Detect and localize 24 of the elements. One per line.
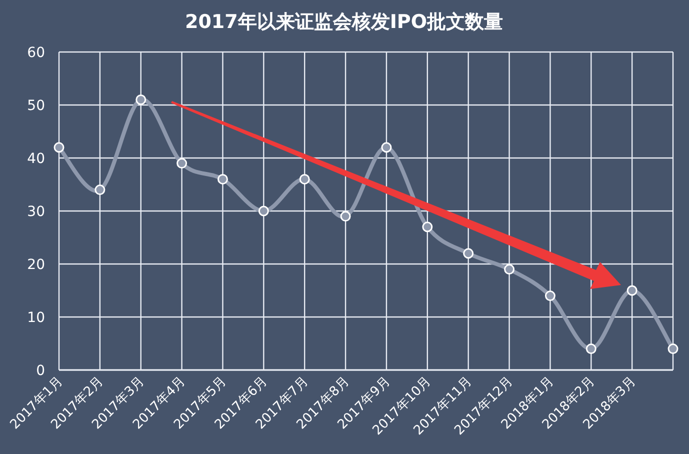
point [299,174,310,184]
point [504,264,515,275]
point [463,248,474,259]
y-tick-label: 50 [27,98,45,114]
point [217,174,228,184]
point [136,94,146,105]
y-tick-label: 20 [27,257,45,273]
point [544,290,556,302]
chart-title: 2017年以来证监会核发IPO批文数量 [184,11,504,33]
point [422,222,433,232]
point [258,206,269,216]
point [381,142,392,153]
point [94,184,106,196]
y-tick-label: 10 [27,310,45,326]
point [176,158,188,169]
y-tick-label: 40 [27,151,45,167]
y-tick-label: 0 [36,363,45,379]
y-tick-label: 30 [27,204,45,220]
point [586,344,596,354]
y-tick-label: 60 [27,45,45,61]
point [626,285,638,296]
point [668,344,678,354]
point [54,142,64,153]
point [340,211,351,222]
